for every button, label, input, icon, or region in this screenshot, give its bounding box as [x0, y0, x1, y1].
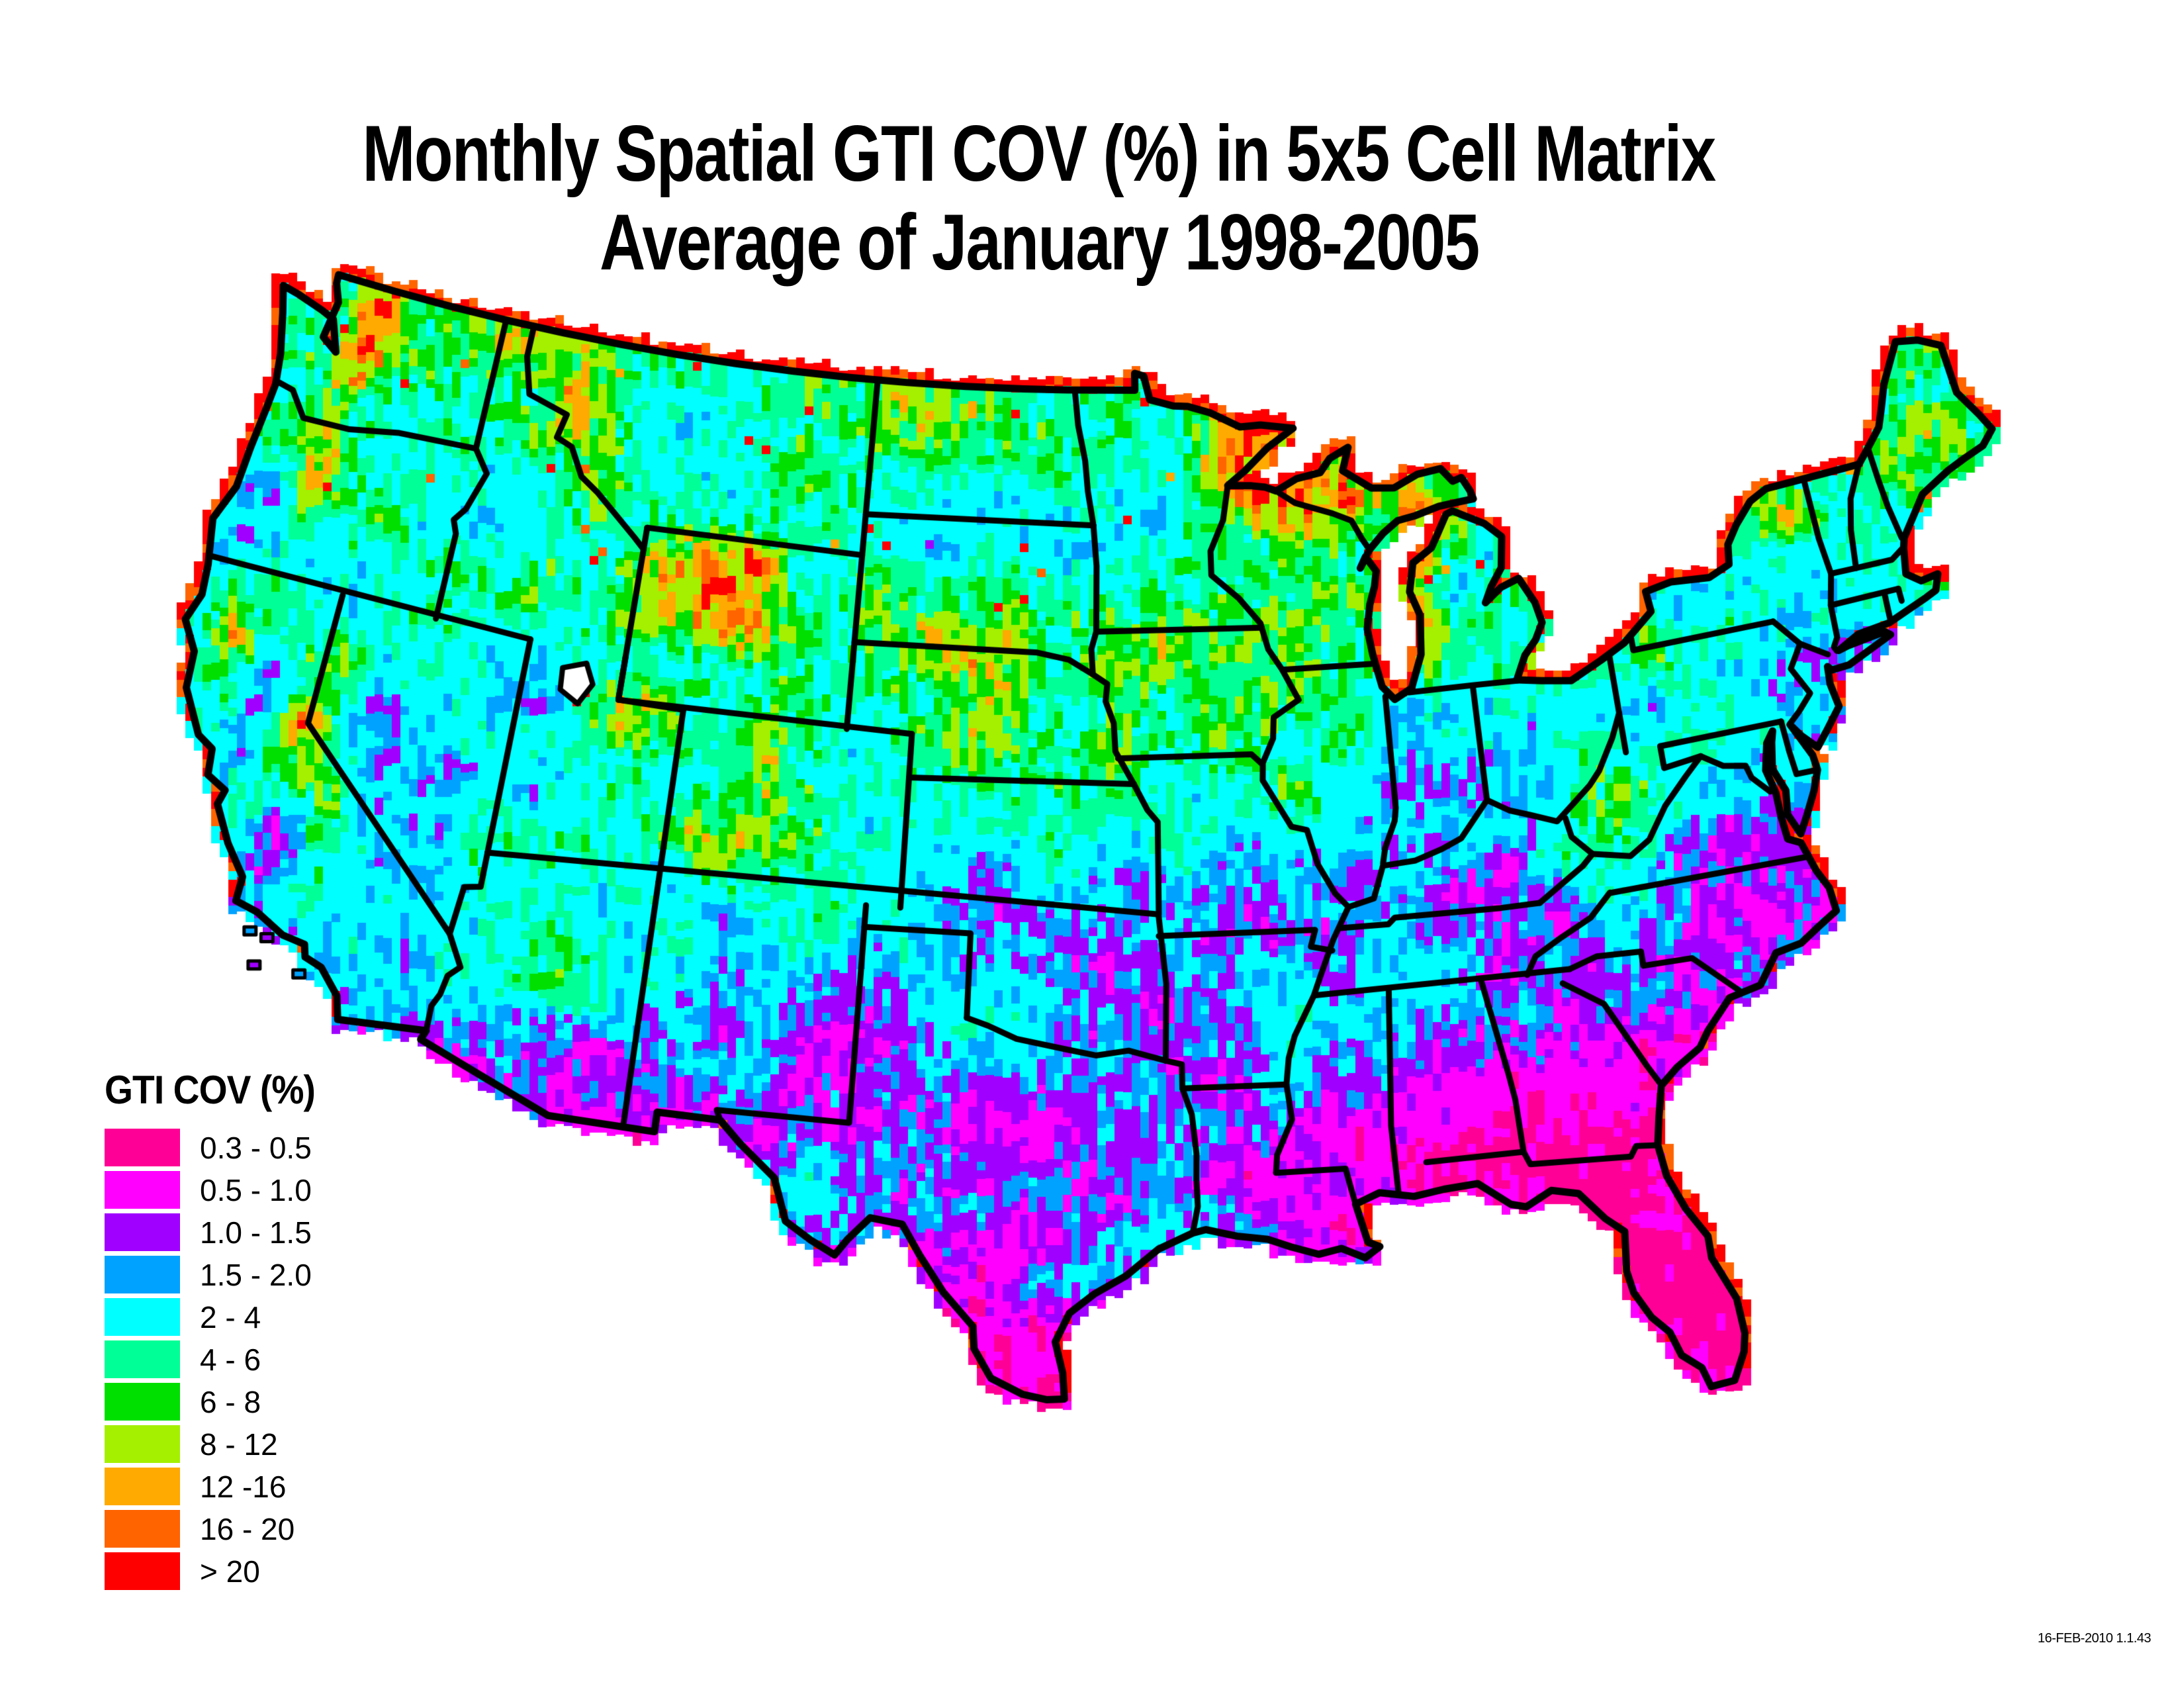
- legend-title: GTI COV (%): [105, 1068, 316, 1112]
- legend-item: 1.5 - 2.0: [105, 1256, 334, 1293]
- legend-item: 12 -16: [105, 1468, 334, 1505]
- legend-item-label: 0.5 - 1.0: [200, 1172, 312, 1207]
- legend-item: 4 - 6: [105, 1340, 334, 1378]
- legend-item-label: 0.3 - 0.5: [200, 1130, 312, 1165]
- legend-swatch: [105, 1468, 180, 1505]
- legend-swatch: [105, 1552, 180, 1590]
- legend-items: 0.3 - 0.5 0.5 - 1.0 1.0 - 1.5 1.5 - 2.0 2 - …: [105, 1129, 334, 1590]
- legend-item-label: 1.5 - 2.0: [200, 1257, 312, 1292]
- legend-swatch: [105, 1256, 180, 1293]
- legend-item-label: 12 -16: [200, 1469, 287, 1504]
- legend-item-label: 8 - 12: [200, 1427, 278, 1462]
- legend-item-label: 2 - 4: [200, 1299, 261, 1335]
- legend-item-label: 1.0 - 1.5: [200, 1215, 312, 1250]
- legend-item: 0.3 - 0.5: [105, 1129, 334, 1166]
- legend-swatch: [105, 1129, 180, 1166]
- legend-swatch: [105, 1213, 180, 1251]
- legend-item-label: > 20: [200, 1554, 260, 1589]
- legend-item: 1.0 - 1.5: [105, 1213, 334, 1251]
- legend-item: > 20: [105, 1552, 334, 1590]
- legend: GTI COV (%) 0.3 - 0.5 0.5 - 1.0 1.0 - 1.5 1…: [105, 1067, 334, 1595]
- legend-swatch: [105, 1340, 180, 1378]
- legend-item: 6 - 8: [105, 1383, 334, 1421]
- legend-item: 8 - 12: [105, 1425, 334, 1463]
- legend-item: 16 - 20: [105, 1510, 334, 1548]
- legend-swatch: [105, 1298, 180, 1336]
- legend-item-label: 16 - 20: [200, 1511, 295, 1546]
- legend-item: 0.5 - 1.0: [105, 1171, 334, 1209]
- legend-swatch: [105, 1425, 180, 1463]
- legend-swatch: [105, 1383, 180, 1421]
- timestamp: 16-FEB-2010 1.1.43: [2037, 1631, 2152, 1646]
- legend-item-label: 4 - 6: [200, 1342, 261, 1377]
- legend-swatch: [105, 1171, 180, 1209]
- legend-swatch: [105, 1510, 180, 1548]
- legend-item-label: 6 - 8: [200, 1384, 261, 1419]
- legend-item: 2 - 4: [105, 1298, 334, 1336]
